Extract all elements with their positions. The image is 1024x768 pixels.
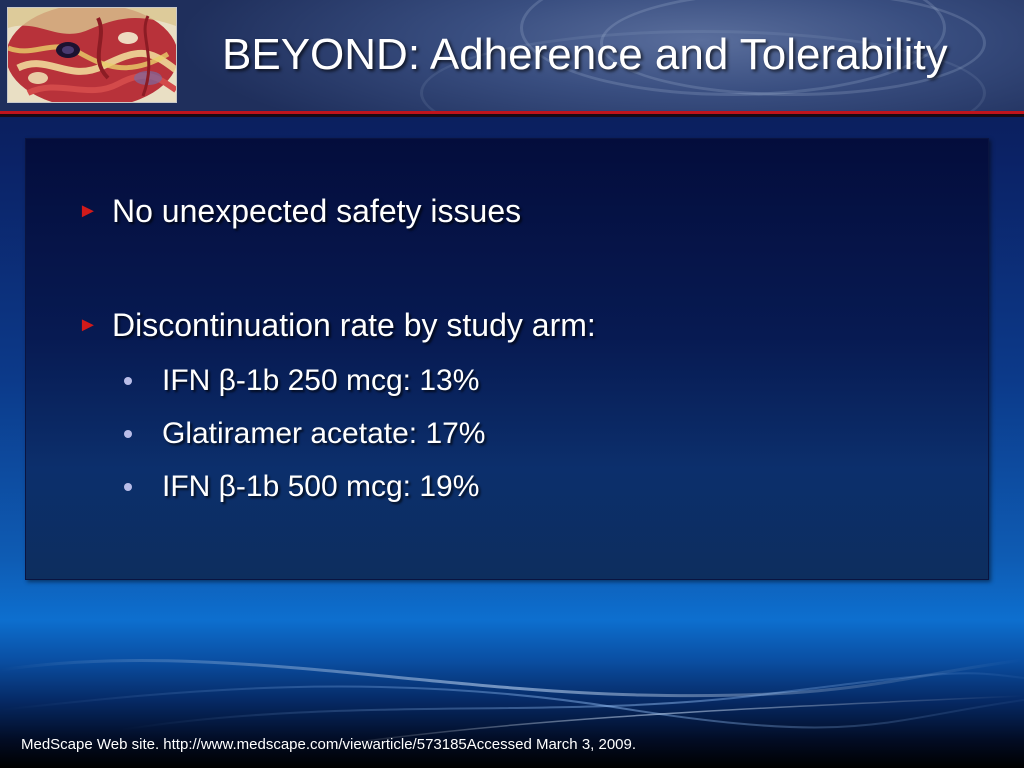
bullet-text: No unexpected safety issues (112, 193, 522, 229)
source-citation: MedScape Web site. http://www.medscape.c… (21, 736, 637, 753)
decorative-light-streaks (0, 658, 1024, 751)
header-divider-shadow (0, 114, 1024, 117)
header-divider (0, 111, 1024, 114)
content-box: ► No unexpected safety issues ► Disconti… (25, 138, 989, 580)
right-pointer-icon: ► (78, 314, 98, 336)
sub-bullet-item: IFN β-1b 250 mcg: 13% (124, 364, 479, 398)
sub-bullet-text: IFN β-1b 250 mcg: 13% (162, 364, 480, 397)
sub-bullet-text: IFN β-1b 500 mcg: 19% (162, 470, 480, 503)
tissue-sample-image (8, 8, 176, 102)
tissue-sample-logo (7, 7, 177, 103)
sub-bullet-item: Glatiramer acetate: 17% (124, 417, 485, 451)
bullet-item: ► Discontinuation rate by study arm: (78, 307, 596, 344)
bullet-item: ► No unexpected safety issues (78, 193, 521, 230)
bullet-text: Discontinuation rate by study arm: (112, 307, 596, 343)
bullet-list: ► No unexpected safety issues ► Disconti… (26, 139, 988, 579)
dot-icon (124, 377, 132, 385)
dot-icon (124, 483, 132, 491)
sub-bullet-text: Glatiramer acetate: 17% (162, 417, 486, 450)
dot-icon (124, 430, 132, 438)
slide-title: BEYOND: Adherence and Tolerability (222, 30, 948, 79)
right-pointer-icon: ► (78, 200, 98, 222)
sub-bullet-item: IFN β-1b 500 mcg: 19% (124, 470, 479, 504)
